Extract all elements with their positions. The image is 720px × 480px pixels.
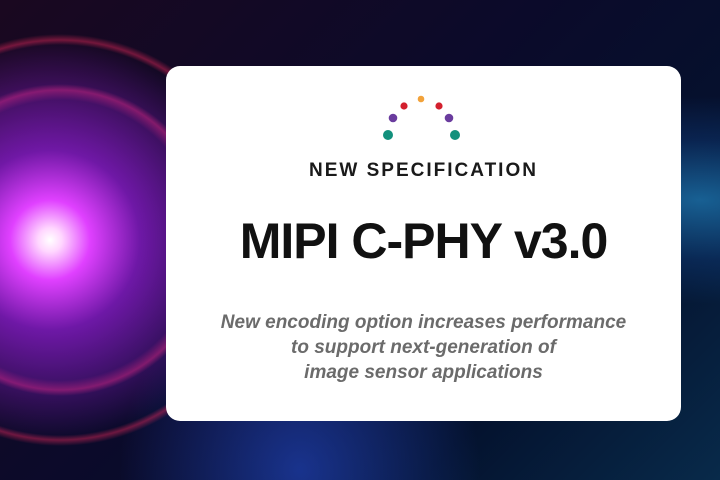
logo-dot [435,102,443,110]
logo-dot [383,130,393,140]
logo-dot [400,102,408,110]
headline: MIPI C-PHY v3.0 [239,213,609,269]
mipi-logo-icon [383,95,460,140]
logo-dot [444,113,454,123]
logo-dot [417,95,425,103]
announcement-card: NEW SPECIFICATION MIPI C-PHY v3.0 New en… [166,66,681,421]
subtitle-line: New encoding option increases performanc… [220,312,627,333]
logo-dot [450,130,460,140]
logo-dot [388,113,398,123]
kicker-text: NEW SPECIFICATION [309,160,538,181]
subtitle: New encoding option increases performanc… [166,310,681,385]
subtitle-line: to support next-generation of [291,337,556,358]
subtitle-line: image sensor applications [304,362,543,383]
